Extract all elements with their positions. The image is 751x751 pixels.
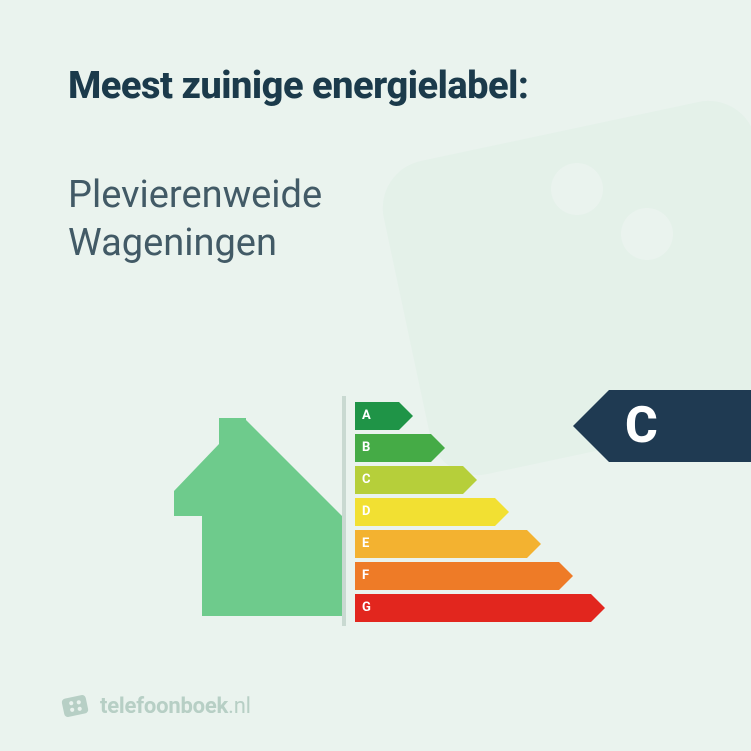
subtitle-line-2: Wageningen	[68, 221, 277, 265]
chart-divider	[342, 396, 346, 626]
footer-brand: telefoonboek	[100, 694, 228, 719]
location-subtitle: Plevierenweide Wageningen	[68, 172, 683, 267]
energy-bar-label: B	[362, 434, 370, 462]
footer: telefoonboek.nl	[60, 691, 251, 721]
telefoonboek-logo-icon	[60, 691, 90, 721]
footer-brand-text: telefoonboek.nl	[100, 694, 251, 719]
house-icon	[174, 406, 344, 616]
energy-bar-label: D	[362, 498, 370, 526]
pointer-letter: C	[625, 401, 658, 451]
energy-bar-label: E	[362, 530, 369, 558]
energy-bar-label: C	[362, 466, 371, 494]
subtitle-line-1: Plevierenweide	[68, 173, 322, 217]
pointer-arrow-tip	[573, 390, 609, 462]
pointer-body: C	[609, 390, 751, 462]
energy-bar-label: G	[362, 594, 371, 622]
energy-bar-label: A	[362, 402, 371, 430]
footer-tld: .nl	[228, 694, 251, 719]
energy-rating-pointer: C	[573, 390, 751, 462]
page-title: Meest zuinige energielabel:	[68, 64, 683, 108]
card: Meest zuinige energielabel: Plevierenwei…	[8, 8, 743, 743]
energy-bar-label: F	[362, 562, 369, 590]
